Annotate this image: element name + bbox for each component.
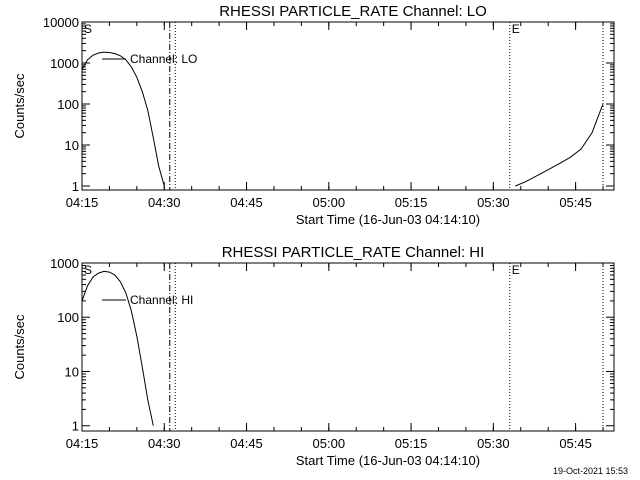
panel-1-xtick-label-5: 05:30 xyxy=(477,195,510,210)
panel-1-legend-label: Channel: LO xyxy=(130,52,197,66)
panel-1-marker-label-2: E xyxy=(512,22,520,36)
panel-2-title: RHESSI PARTICLE_RATE Channel: HI xyxy=(222,244,485,261)
panel-2-ytick-label-3: 1 xyxy=(72,419,79,434)
panel-2-marker-label-2: E xyxy=(512,263,520,277)
panel-2-ytick-label-1: 100 xyxy=(57,310,79,325)
panel-2-xtick-label-2: 04:45 xyxy=(230,436,263,451)
panel-2-xtick-label-6: 05:45 xyxy=(559,436,592,451)
panel-1-frame xyxy=(81,21,615,191)
panel-2-corner-label: S xyxy=(84,263,92,277)
panel-1-title: RHESSI PARTICLE_RATE Channel: LO xyxy=(219,3,487,20)
panel-2-legend-label: Channel: HI xyxy=(130,293,193,307)
panel-2-xtick-label-1: 04:30 xyxy=(148,436,181,451)
panel-2-ytick-label-2: 10 xyxy=(65,364,79,379)
panel-1-xtick-label-6: 05:45 xyxy=(559,195,592,210)
panel-1-series-0-segment-1 xyxy=(515,103,604,187)
panel-2-ytick-label-0: 1000 xyxy=(50,256,79,271)
panel-1-xlabel: Start Time (16-Jun-03 04:14:10) xyxy=(296,212,480,227)
panel-1-ytick-label-4: 1 xyxy=(72,179,79,194)
panel-1-series-0-segment-0 xyxy=(81,51,165,187)
panel-2-xtick-label-5: 05:30 xyxy=(477,436,510,451)
panel-2-xtick-label-0: 04:15 xyxy=(66,436,99,451)
panel-2-xlabel: Start Time (16-Jun-03 04:14:10) xyxy=(296,453,480,468)
panel-1-corner-label: S xyxy=(84,22,92,36)
panel-1-xtick-label-3: 05:00 xyxy=(313,195,346,210)
panel-1-xtick-label-0: 04:15 xyxy=(66,195,99,210)
panel-1-ylabel: Counts/sec xyxy=(12,73,27,139)
panel-2-frame xyxy=(81,262,615,432)
panel-2-series-0-segment-0 xyxy=(81,270,154,426)
panel-1-ytick-label-3: 10 xyxy=(65,138,79,153)
panel-2-ylabel: Counts/sec xyxy=(12,314,27,380)
panel-1-ytick-label-2: 100 xyxy=(57,97,79,112)
footer-timestamp: 19-Oct-2021 15:53 xyxy=(553,466,629,476)
panel-2-xtick-label-3: 05:00 xyxy=(313,436,346,451)
panel-1-ytick-label-0: 10000 xyxy=(43,15,79,30)
panel-1-xtick-label-4: 05:15 xyxy=(395,195,428,210)
panel-1-xtick-label-2: 04:45 xyxy=(230,195,263,210)
panel-1-ytick-label-1: 1000 xyxy=(50,56,79,71)
panel-1-xtick-label-1: 04:30 xyxy=(148,195,181,210)
panel-2-xtick-label-4: 05:15 xyxy=(395,436,428,451)
